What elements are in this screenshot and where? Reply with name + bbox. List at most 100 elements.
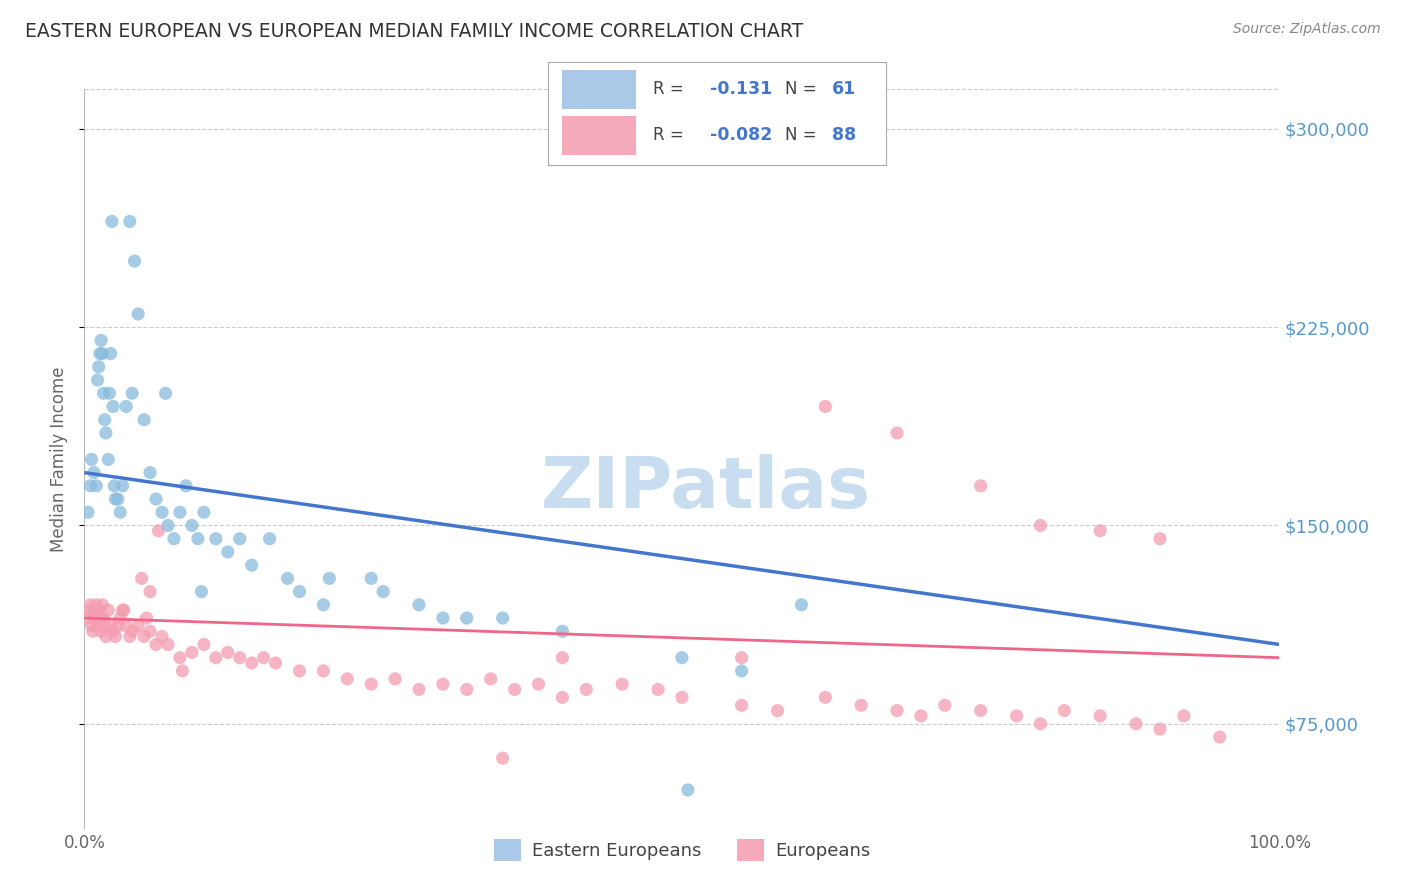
Point: [127, 307, 149, 321]
Point: [148, 524, 170, 538]
Point: [131, 571, 153, 585]
Point: [80, 619, 103, 633]
Text: 61: 61: [832, 80, 856, 98]
Point: [150, 630, 173, 644]
Point: [886, 425, 908, 440]
Point: [312, 664, 335, 678]
Point: [82, 624, 104, 639]
Point: [86, 619, 108, 633]
Point: [91, 598, 114, 612]
Point: [118, 214, 141, 228]
Text: ZIPatlas: ZIPatlas: [541, 455, 870, 524]
Point: [87, 359, 110, 374]
Point: [288, 664, 311, 678]
Point: [157, 518, 180, 533]
Point: [98, 386, 121, 401]
Bar: [562, 116, 636, 155]
Point: [112, 603, 135, 617]
Point: [139, 624, 162, 639]
Point: [970, 704, 993, 718]
Point: [205, 650, 228, 665]
Point: [886, 704, 908, 718]
Point: [190, 584, 212, 599]
Point: [93, 413, 115, 427]
Point: [77, 603, 100, 617]
Point: [612, 677, 634, 691]
Point: [110, 611, 132, 625]
Point: [90, 334, 112, 348]
Text: N =: N =: [785, 80, 815, 98]
Point: [104, 630, 127, 644]
Point: [1125, 716, 1147, 731]
Point: [93, 611, 115, 625]
Point: [193, 637, 215, 651]
Point: [79, 598, 101, 612]
Point: [1029, 518, 1052, 533]
Point: [86, 479, 108, 493]
Point: [217, 545, 239, 559]
Point: [118, 630, 141, 644]
Point: [240, 656, 263, 670]
Point: [84, 611, 107, 625]
Point: [551, 624, 574, 639]
Point: [101, 624, 124, 639]
Point: [575, 682, 598, 697]
Point: [492, 751, 515, 765]
Point: [135, 611, 157, 625]
Point: [187, 532, 209, 546]
Point: [671, 650, 693, 665]
Point: [132, 630, 156, 644]
Point: [115, 619, 138, 633]
Point: [169, 505, 191, 519]
Point: [93, 386, 115, 401]
Point: [527, 677, 550, 691]
Point: [456, 611, 478, 625]
Point: [139, 584, 162, 599]
Point: [100, 619, 122, 633]
Text: 88: 88: [832, 127, 856, 145]
Point: [107, 491, 129, 506]
Point: [264, 656, 287, 670]
Point: [1029, 716, 1052, 731]
Y-axis label: Median Family Income: Median Family Income: [51, 367, 69, 552]
Text: R =: R =: [652, 127, 683, 145]
Point: [94, 630, 117, 644]
Point: [157, 637, 180, 651]
Point: [1149, 532, 1171, 546]
Point: [76, 611, 98, 625]
Legend: Eastern Europeans, Europeans: Eastern Europeans, Europeans: [486, 832, 877, 869]
Point: [318, 571, 340, 585]
Point: [551, 650, 574, 665]
Point: [100, 346, 122, 360]
Point: [934, 698, 956, 713]
Point: [181, 645, 204, 659]
Point: [288, 584, 311, 599]
Point: [676, 783, 699, 797]
Point: [150, 505, 173, 519]
Text: EASTERN EUROPEAN VS EUROPEAN MEDIAN FAMILY INCOME CORRELATION CHART: EASTERN EUROPEAN VS EUROPEAN MEDIAN FAMI…: [25, 22, 804, 41]
Point: [253, 650, 276, 665]
Point: [93, 619, 115, 633]
Point: [312, 598, 335, 612]
Point: [240, 558, 263, 573]
Point: [163, 532, 186, 546]
Point: [101, 400, 124, 414]
Point: [145, 491, 167, 506]
Point: [86, 373, 108, 387]
Point: [97, 452, 120, 467]
Point: [970, 479, 993, 493]
Point: [408, 682, 430, 697]
Point: [731, 650, 754, 665]
Point: [87, 603, 110, 617]
Point: [432, 611, 454, 625]
Point: [766, 704, 789, 718]
Text: R =: R =: [652, 80, 683, 98]
Point: [111, 479, 134, 493]
Point: [127, 619, 149, 633]
Point: [1173, 709, 1195, 723]
Point: [80, 452, 103, 467]
Text: N =: N =: [785, 127, 815, 145]
Point: [1209, 730, 1232, 744]
Point: [205, 532, 228, 546]
Point: [851, 698, 873, 713]
